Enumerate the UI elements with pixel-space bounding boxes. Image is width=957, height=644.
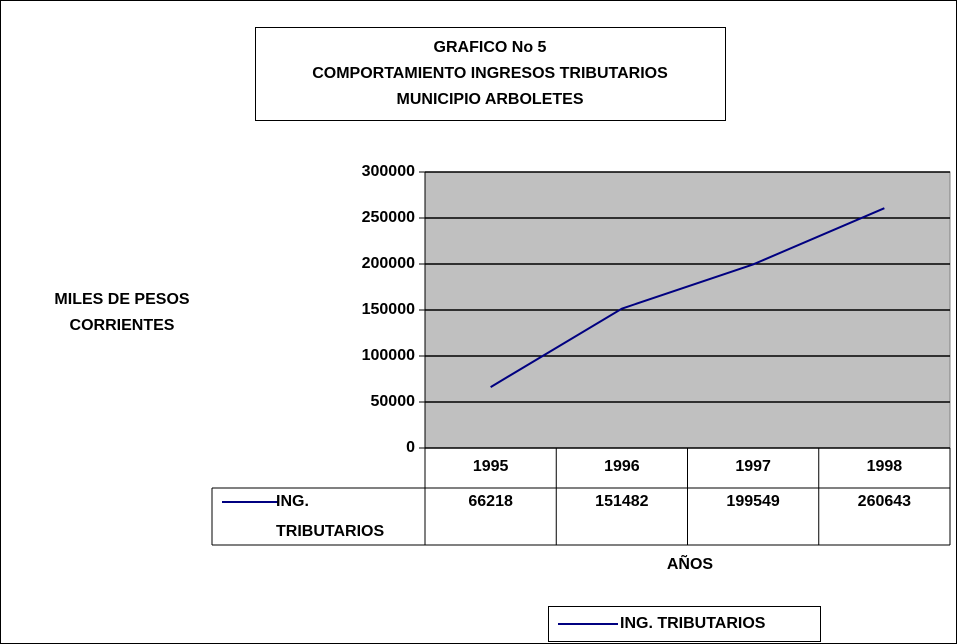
- y-tick-label: 0: [406, 439, 415, 456]
- legend-label: ING. TRIBUTARIOS: [620, 615, 766, 632]
- x-tick-label: 1995: [473, 458, 509, 475]
- y-tick-label: 250000: [362, 209, 415, 226]
- x-axis-title: AÑOS: [667, 553, 714, 573]
- y-tick-label: 50000: [371, 393, 416, 410]
- chart-title: COMPORTAMIENTO INGRESOS TRIBUTARIOS: [312, 65, 668, 82]
- chart-title: GRAFICO No 5: [434, 39, 547, 56]
- y-axis-title: CORRIENTES: [70, 317, 175, 334]
- chart-title: MUNICIPIO ARBOLETES: [397, 91, 584, 108]
- series-name: ING. TRIBUTARIOS: [276, 493, 385, 540]
- y-tick-label: 150000: [362, 301, 415, 318]
- y-tick-label: 300000: [362, 163, 415, 180]
- table-value: 66218: [468, 493, 513, 510]
- table-value: 199549: [726, 493, 779, 510]
- table-value: 151482: [595, 493, 648, 510]
- title-box: [255, 27, 726, 121]
- x-tick-label: 1998: [867, 458, 903, 475]
- x-tick-label: 1997: [735, 458, 771, 475]
- y-axis-title: MILES DE PESOS: [54, 291, 189, 308]
- table-series-name: ING. TRIBUTARIOS: [276, 493, 385, 540]
- series-line: [490, 207, 885, 388]
- y-tick-label: 200000: [362, 255, 415, 272]
- x-tick-label: 1996: [604, 458, 640, 475]
- table-value: 260643: [858, 493, 911, 510]
- y-tick-label: 100000: [362, 347, 415, 364]
